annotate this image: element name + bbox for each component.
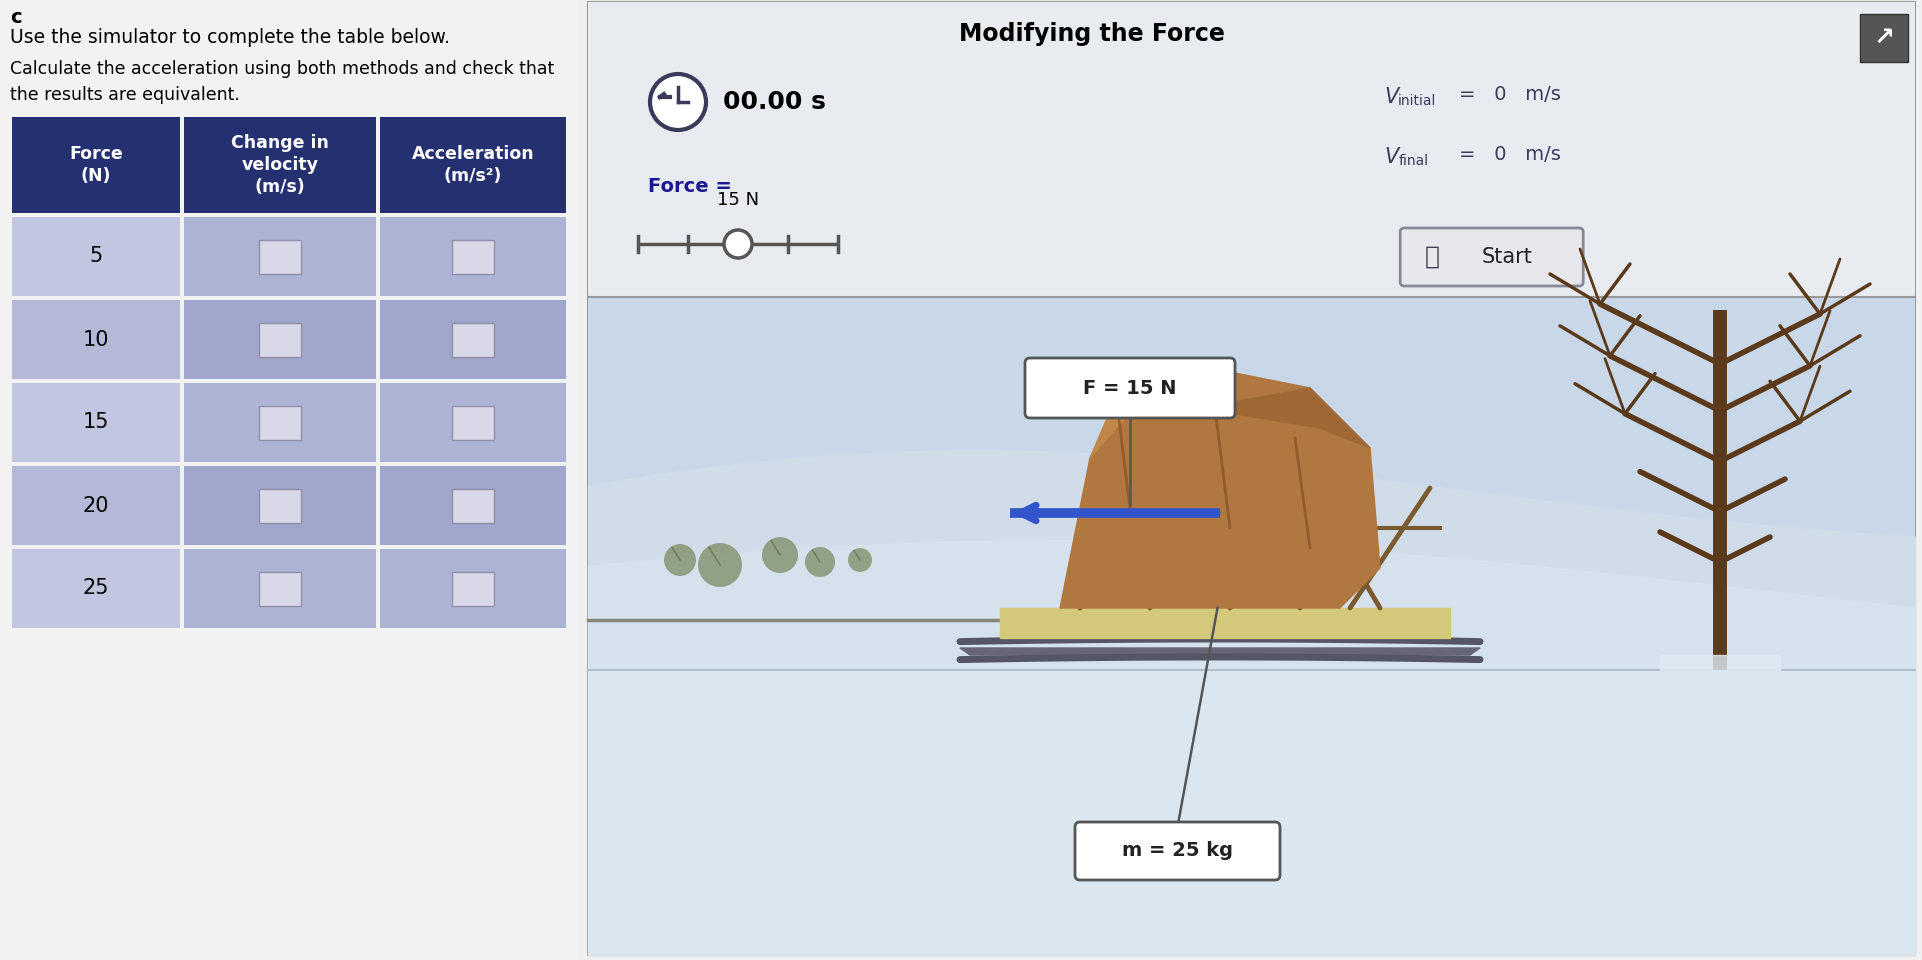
FancyBboxPatch shape [452,489,494,522]
FancyBboxPatch shape [588,297,1914,955]
FancyBboxPatch shape [452,323,494,356]
Polygon shape [999,608,1449,638]
Text: ⏻: ⏻ [1424,245,1440,269]
FancyBboxPatch shape [452,571,494,606]
FancyBboxPatch shape [588,2,1914,297]
Polygon shape [1090,368,1230,458]
FancyBboxPatch shape [588,2,1914,955]
Circle shape [761,537,798,573]
Circle shape [805,547,834,577]
Circle shape [725,230,752,258]
Text: V: V [1384,147,1399,167]
Polygon shape [1061,368,1380,608]
Text: ↗: ↗ [1874,26,1895,50]
Text: Use the simulator to complete the table below.: Use the simulator to complete the table … [10,28,450,47]
FancyBboxPatch shape [452,405,494,440]
Text: =   0   m/s: = 0 m/s [1459,145,1561,164]
FancyBboxPatch shape [381,117,565,213]
FancyBboxPatch shape [12,466,181,545]
FancyBboxPatch shape [259,239,302,274]
Text: F = 15 N: F = 15 N [1084,378,1176,397]
Text: initial: initial [1397,94,1436,108]
FancyBboxPatch shape [12,549,181,628]
Text: V: V [1384,87,1399,107]
FancyBboxPatch shape [381,466,565,545]
FancyBboxPatch shape [381,383,565,462]
Text: 25: 25 [83,579,110,598]
FancyBboxPatch shape [185,466,377,545]
FancyBboxPatch shape [12,383,181,462]
FancyBboxPatch shape [381,549,565,628]
FancyBboxPatch shape [1024,358,1236,418]
FancyBboxPatch shape [259,489,302,522]
FancyBboxPatch shape [1401,228,1584,286]
Text: c: c [10,8,21,27]
FancyBboxPatch shape [185,117,377,213]
Polygon shape [1199,388,1370,448]
Text: 5: 5 [90,247,102,267]
FancyBboxPatch shape [452,239,494,274]
Text: final: final [1397,154,1428,168]
Text: 15 N: 15 N [717,191,759,209]
FancyBboxPatch shape [588,670,1914,955]
FancyBboxPatch shape [185,217,377,296]
Circle shape [650,74,705,130]
Text: Calculate the acceleration using both methods and check that
the results are equ: Calculate the acceleration using both me… [10,60,554,105]
FancyBboxPatch shape [381,300,565,379]
FancyBboxPatch shape [185,300,377,379]
Text: Force
(N): Force (N) [69,145,123,185]
FancyBboxPatch shape [259,405,302,440]
Text: Start: Start [1482,247,1532,267]
Circle shape [848,548,873,572]
Circle shape [698,543,742,587]
Text: Change in
velocity
(m/s): Change in velocity (m/s) [231,133,329,196]
FancyBboxPatch shape [259,571,302,606]
Text: =   0   m/s: = 0 m/s [1459,85,1561,104]
FancyBboxPatch shape [1860,14,1909,62]
Text: 00.00 s: 00.00 s [723,90,826,114]
FancyBboxPatch shape [12,217,181,296]
FancyBboxPatch shape [185,549,377,628]
FancyBboxPatch shape [1074,822,1280,880]
Text: 10: 10 [83,329,110,349]
Text: Modifying the Force: Modifying the Force [959,22,1224,46]
Text: m = 25 kg: m = 25 kg [1122,842,1234,860]
Text: 15: 15 [83,413,110,433]
Text: 20: 20 [83,495,110,516]
Polygon shape [959,648,1480,655]
FancyBboxPatch shape [381,217,565,296]
Text: Acceleration
(m/s²): Acceleration (m/s²) [411,145,534,185]
FancyBboxPatch shape [12,300,181,379]
Text: Force =: Force = [648,177,732,196]
FancyBboxPatch shape [0,0,579,960]
FancyBboxPatch shape [12,117,181,213]
Circle shape [663,544,696,576]
FancyBboxPatch shape [185,383,377,462]
FancyBboxPatch shape [259,323,302,356]
